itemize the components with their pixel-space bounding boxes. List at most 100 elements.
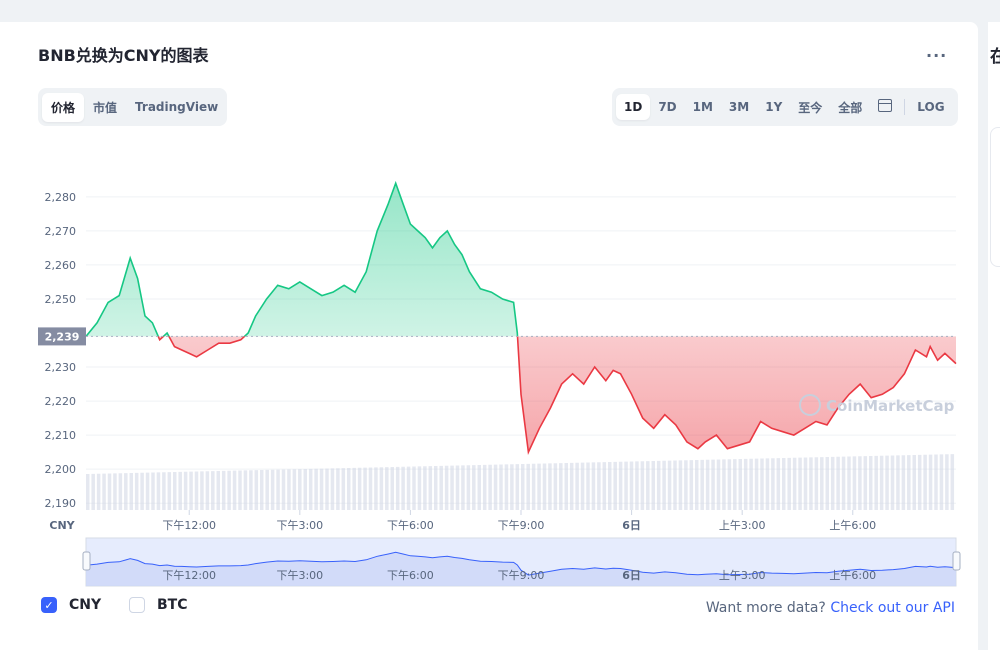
volume-bar xyxy=(586,462,590,510)
currency-label: CNY xyxy=(49,519,75,532)
volume-bar xyxy=(830,456,835,510)
volume-bar xyxy=(461,465,465,510)
volume-bar xyxy=(134,472,139,510)
y-tick-label: 2,260 xyxy=(45,259,77,272)
legend-cny[interactable]: ✓ CNY xyxy=(41,597,101,613)
volume-bar xyxy=(890,455,895,510)
volume-bar xyxy=(96,473,101,510)
volume-bar xyxy=(526,463,530,510)
volume-bar xyxy=(162,472,166,510)
volume-bar xyxy=(276,469,280,510)
volume-bar xyxy=(743,458,748,510)
range-7d[interactable]: 7D xyxy=(658,100,677,114)
volume-bar xyxy=(738,459,742,510)
volume-bar xyxy=(167,472,172,510)
divider xyxy=(904,99,906,115)
volume-bar xyxy=(803,457,808,510)
calendar-icon xyxy=(878,99,893,112)
volume-bar xyxy=(569,462,574,510)
volume-bar xyxy=(308,468,313,510)
volume-bar xyxy=(939,454,944,510)
x-tick-label: 上午3:00 xyxy=(719,519,766,532)
navigator-handle[interactable] xyxy=(82,551,91,571)
volume-bar xyxy=(107,473,112,510)
volume-bar xyxy=(662,460,666,510)
y-tick-label: 2,230 xyxy=(45,361,77,374)
volume-bar xyxy=(874,455,878,510)
volume-bar xyxy=(352,467,356,510)
volume-bar xyxy=(852,456,857,510)
range-navigator[interactable]: 下午12:00 下午3:00 下午6:00 下午9:00 6日 上午3:00 上午6:00 xyxy=(82,537,961,587)
volume-bar xyxy=(298,469,302,510)
volume-bar xyxy=(782,458,786,510)
x-tick-label: 上午6:00 xyxy=(829,519,876,532)
x-tick-label: 下午3:00 xyxy=(276,519,323,532)
volume-bar xyxy=(281,469,286,510)
tab-market-cap[interactable]: 市值 xyxy=(93,100,118,115)
volume-bar xyxy=(591,462,596,510)
range-1d[interactable]: 1D xyxy=(616,94,651,120)
volume-bar xyxy=(423,466,427,510)
volume-bar xyxy=(575,462,579,510)
volume-bar xyxy=(754,458,759,510)
api-promo: Want more data? Check out our API xyxy=(706,600,955,616)
navigator-tick-label: 下午9:00 xyxy=(498,569,545,582)
volume-bar xyxy=(287,469,291,510)
volume-bar xyxy=(178,471,182,510)
volume-bar xyxy=(477,465,481,510)
range-3m[interactable]: 3M xyxy=(728,100,750,114)
volume-bar xyxy=(417,466,422,510)
navigator-handle[interactable] xyxy=(952,551,961,571)
volume-bar xyxy=(347,468,351,510)
range-1m[interactable]: 1M xyxy=(692,100,713,114)
volume-bar xyxy=(608,462,612,510)
volume-bar xyxy=(776,458,781,510)
navigator-tick-label: 6日 xyxy=(622,569,641,582)
volume-bar xyxy=(771,458,775,510)
volume-bar xyxy=(820,457,824,510)
checkbox-empty-icon[interactable] xyxy=(129,597,145,613)
volume-bar xyxy=(646,461,650,510)
volume-bar xyxy=(907,455,911,510)
volume-bar xyxy=(341,468,346,510)
volume-bar xyxy=(434,466,438,510)
volume-bar xyxy=(129,473,133,510)
range-ytd[interactable]: 至今 xyxy=(798,100,823,115)
more-options-button[interactable]: ... xyxy=(926,42,948,61)
tab-price[interactable]: 价格 xyxy=(42,92,85,122)
y-axis: 2,190 2,200 2,210 2,220 2,230 2,250 2,260 2,270… xyxy=(45,191,77,510)
volume-bar xyxy=(205,471,210,510)
range-1y[interactable]: 1Y xyxy=(765,100,783,114)
volume-bar xyxy=(102,473,106,510)
volume-bar xyxy=(651,461,655,510)
reference-line: 2,239 xyxy=(38,327,956,346)
y-tick-label: 2,220 xyxy=(45,395,77,408)
legend-btc[interactable]: BTC xyxy=(129,597,188,613)
volume-bar xyxy=(792,457,797,510)
volume-bar xyxy=(455,465,460,510)
checkbox-checked-icon[interactable]: ✓ xyxy=(41,597,57,613)
volume-bar xyxy=(597,462,601,510)
range-all[interactable]: 全部 xyxy=(838,100,863,115)
api-link[interactable]: Check out our API xyxy=(830,600,955,616)
volume-bar xyxy=(760,458,764,510)
volume-bar xyxy=(809,457,813,510)
volume-bar xyxy=(200,471,204,510)
volume-bar xyxy=(374,467,378,510)
volume-bar xyxy=(379,467,384,510)
volume-bar xyxy=(727,459,732,510)
tab-tradingview[interactable]: TradingView xyxy=(135,100,219,114)
volume-bar xyxy=(624,461,628,510)
volume-bar xyxy=(635,461,639,510)
volume-bar xyxy=(885,455,889,510)
watermark-text: CoinMarketCap xyxy=(826,397,955,415)
log-toggle[interactable]: LOG xyxy=(917,100,945,114)
volume-bar xyxy=(700,459,704,510)
navigator-tick-label: 下午6:00 xyxy=(387,569,434,582)
top-bar xyxy=(0,0,1000,22)
volume-bar xyxy=(814,457,819,510)
legend-label: BTC xyxy=(157,597,188,613)
calendar-button[interactable] xyxy=(870,93,900,121)
watermark: CoinMarketCap xyxy=(799,394,955,416)
